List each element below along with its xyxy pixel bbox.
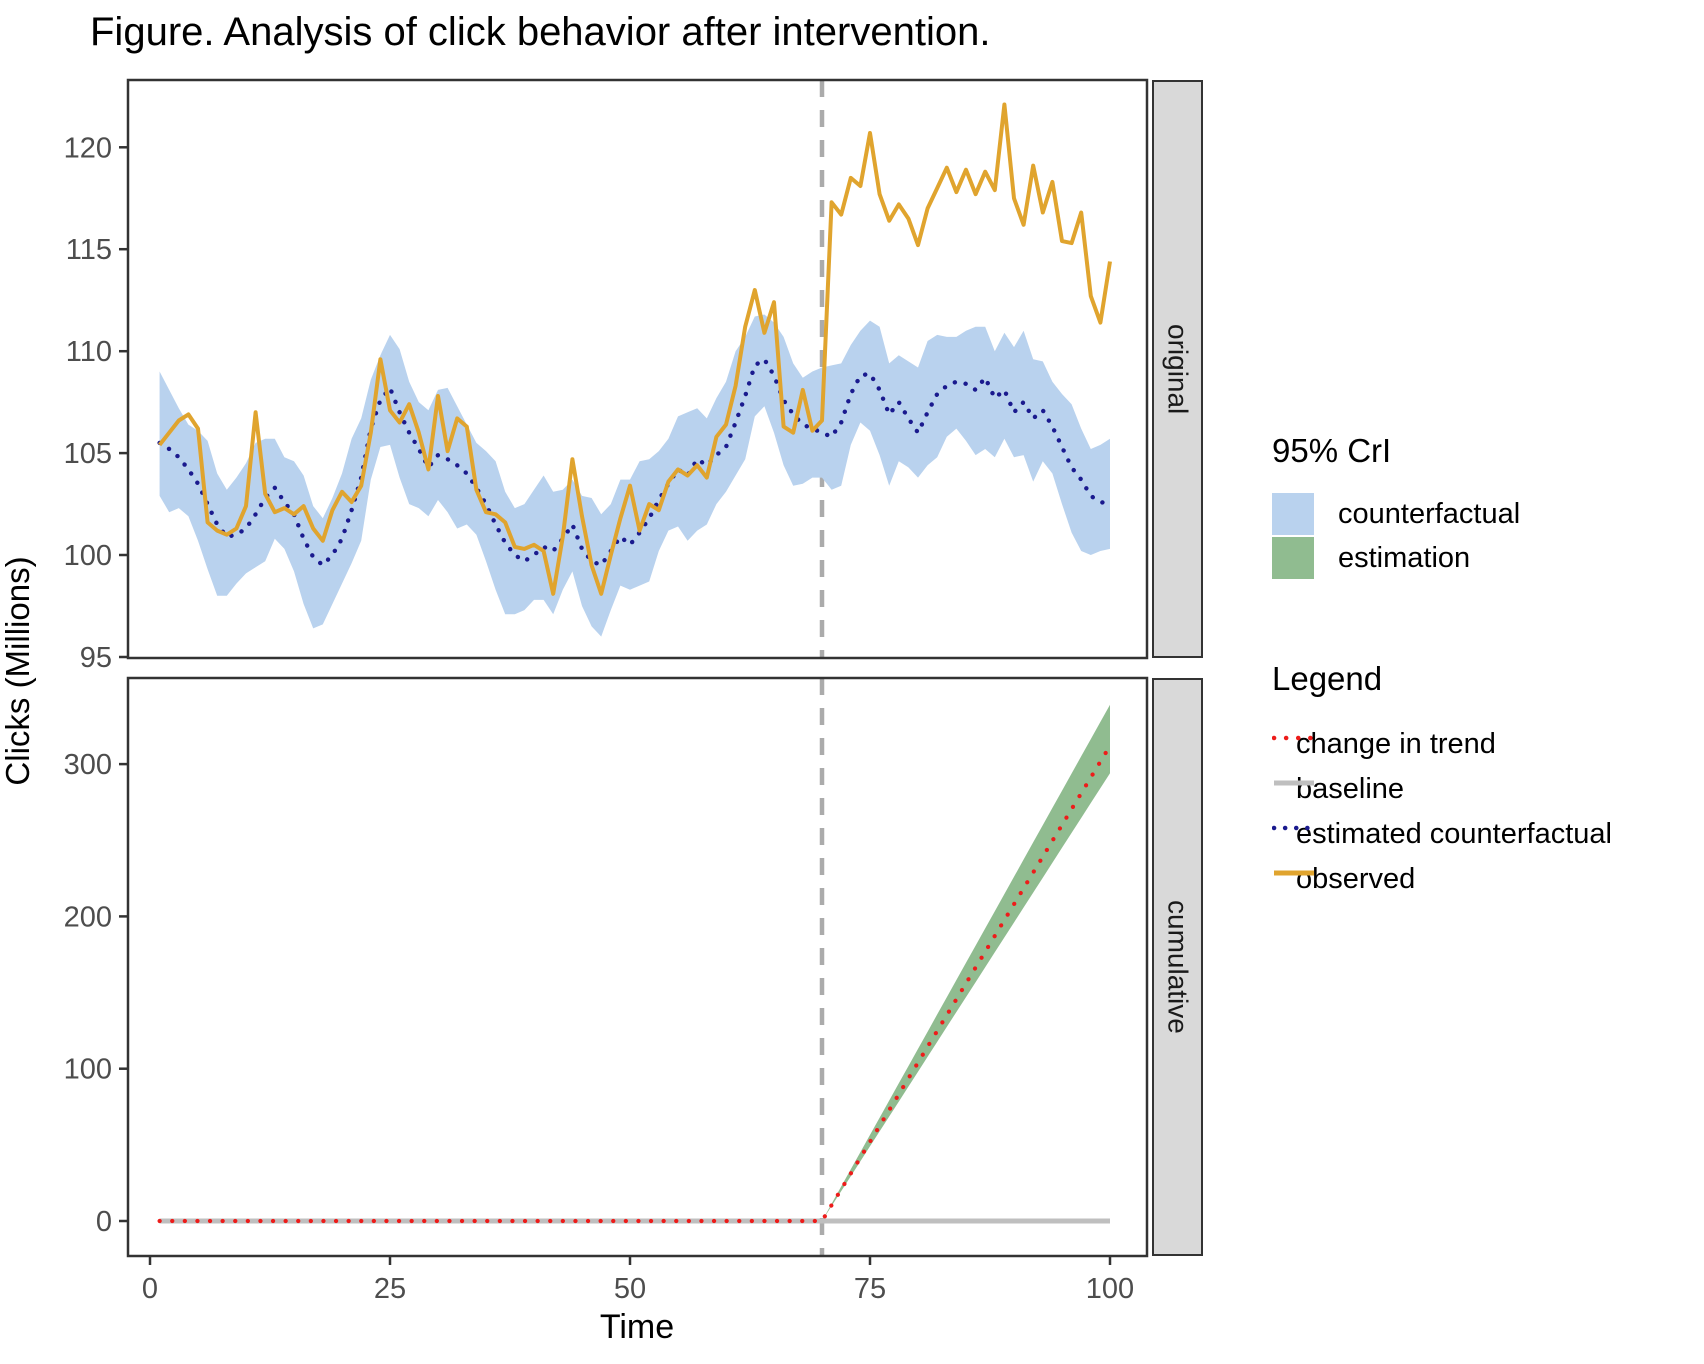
legend-label-change-in-trend: change in trend	[1296, 727, 1496, 760]
panel-border-original	[126, 78, 1149, 660]
legend-item-estimation: estimation	[1272, 537, 1470, 579]
x-tick-label: 75	[854, 1273, 886, 1305]
estimated-counterfactual-key-icon	[1272, 825, 1316, 831]
estimation-ribbon	[822, 704, 1110, 1221]
y-tick-label-cumulative: 200	[64, 901, 112, 933]
y-tick-label-cumulative: 300	[64, 749, 112, 781]
x-tick-label: 0	[142, 1273, 158, 1305]
legend-label-estimation: estimation	[1338, 541, 1471, 574]
y-tick-label-original: 100	[64, 540, 112, 572]
baseline-key-icon	[1274, 780, 1314, 786]
figure-title: Figure. Analysis of click behavior after…	[90, 10, 991, 54]
x-tick-label: 100	[1086, 1273, 1134, 1305]
legend-item-change-in-trend: change in trend	[1272, 723, 1496, 765]
legend-label-estimated-counterfactual: estimated counterfactual	[1296, 817, 1612, 850]
legend-label-counterfactual: counterfactual	[1338, 497, 1521, 530]
legend-ci: 95% CrI	[1272, 432, 1391, 470]
panel-border-cumulative	[126, 676, 1149, 1258]
y-tick-label-original: 120	[64, 132, 112, 164]
y-tick-label-cumulative: 0	[96, 1206, 112, 1238]
y-tick-label-original: 110	[66, 336, 112, 368]
x-tick-label: 50	[614, 1273, 646, 1305]
legend-lines-title: Legend	[1272, 660, 1383, 697]
y-tick-label-original: 105	[64, 438, 112, 470]
facet-strip-cumulative: cumulative	[1152, 678, 1203, 1256]
observed-line	[158, 102, 1112, 596]
counterfactual-ribbon	[159, 314, 1111, 637]
y-tick-label-original: 115	[66, 234, 112, 266]
legend-label-observed: observed	[1296, 862, 1416, 895]
facet-strip-original-label: original	[1162, 323, 1194, 415]
legend-item-observed: observed	[1272, 858, 1415, 900]
legend-label-baseline: baseline	[1296, 772, 1405, 805]
facet-strip-original: original	[1152, 80, 1203, 658]
legend-item-baseline: baseline	[1272, 768, 1404, 810]
observed-key-icon	[1274, 870, 1314, 876]
change-in-trend-key-icon	[1272, 735, 1316, 741]
y-tick-label-original: 95	[80, 642, 112, 674]
estimation-ribbon-swatch	[1272, 537, 1314, 579]
counterfactual-ribbon-swatch	[1272, 493, 1314, 535]
legend-item-counterfactual: counterfactual	[1272, 493, 1520, 535]
legend-item-estimated-counterfactual: estimated counterfactual	[1272, 813, 1612, 855]
legend-ci-title: 95% CrI	[1272, 432, 1392, 469]
facet-strip-cumulative-label: cumulative	[1162, 900, 1194, 1034]
legend-lines: Legend	[1272, 660, 1382, 698]
x-axis-title: Time	[599, 1308, 675, 1346]
x-tick-label: 25	[374, 1273, 406, 1305]
y-tick-label-cumulative: 100	[64, 1054, 112, 1086]
